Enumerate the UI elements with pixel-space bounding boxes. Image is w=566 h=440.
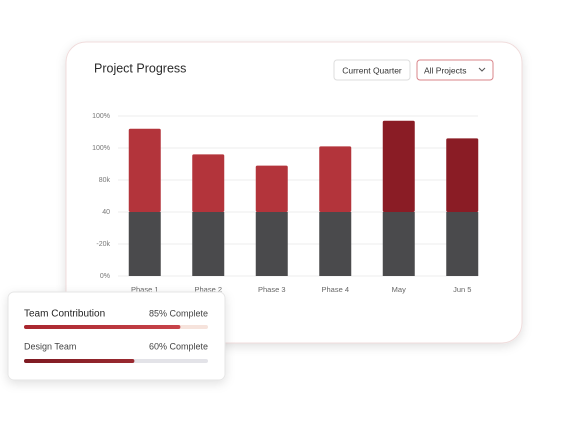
bar-segment (319, 146, 352, 212)
bar-segment (255, 165, 288, 212)
dropdown-chevron (478, 67, 486, 72)
bar-segment (319, 212, 352, 276)
bar-segment (255, 212, 288, 276)
x-tick-label: Phase 3 (258, 285, 286, 294)
period-button-label[interactable]: Current Quarter (342, 65, 402, 75)
bar-segment (446, 212, 479, 276)
bar-segment (128, 128, 161, 212)
y-tick-label: 100% (92, 145, 110, 152)
y-tick-label: 40 (102, 209, 110, 216)
bar-segment (446, 138, 479, 212)
x-tick-label: Phase 2 (194, 285, 222, 294)
bar-segment (128, 212, 161, 276)
progress-card: Team Contribution 85% Complete Design Team… (7, 291, 226, 381)
progress-name: Design Team (24, 341, 76, 351)
y-tick-label: 100% (92, 113, 110, 120)
bar-segment (382, 212, 415, 276)
bar-segment (192, 154, 225, 212)
progress-label: 60% Complete (149, 341, 208, 351)
progress-fill (24, 325, 181, 329)
filter-dropdown-label[interactable]: All Projects (424, 65, 467, 75)
progress-name: Team Contribution (24, 309, 105, 320)
x-tick-label: May (392, 285, 406, 294)
period-button[interactable] (333, 59, 411, 81)
x-tick-label: Phase 4 (321, 285, 349, 294)
card-title: Project Progress (94, 61, 186, 75)
y-tick-label: 80k (99, 177, 111, 184)
progress-card-bg (7, 291, 226, 381)
x-tick-label: Jun 5 (453, 285, 471, 294)
bar-segment (382, 120, 415, 212)
plot: 0% -20k 40 80k 100% 100% Phase 1 Phase 2 Phase 3… (92, 113, 479, 294)
y-tick-label: -20k (96, 241, 110, 248)
filter-dropdown[interactable] (416, 59, 494, 81)
y-tick-label: 0% (100, 273, 110, 280)
x-tick-label: Phase 1 (131, 285, 159, 294)
progress-label: 85% Complete (149, 308, 208, 318)
bar-segment (192, 212, 225, 276)
progress-fill (24, 359, 135, 363)
